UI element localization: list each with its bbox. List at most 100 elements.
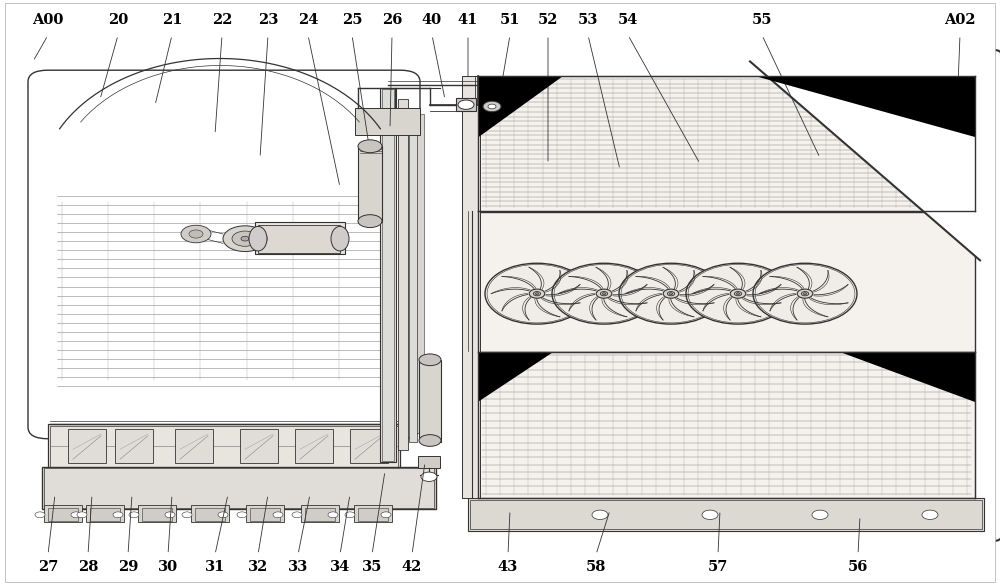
Bar — [255, 222, 345, 254]
Circle shape — [458, 100, 474, 109]
Text: 20: 20 — [108, 13, 128, 27]
Circle shape — [113, 512, 123, 518]
Bar — [48, 508, 78, 521]
Text: 55: 55 — [752, 13, 772, 27]
Circle shape — [535, 292, 539, 295]
Circle shape — [730, 289, 746, 298]
Bar — [250, 508, 280, 521]
Circle shape — [71, 512, 81, 518]
Bar — [478, 76, 975, 211]
Text: 25: 25 — [342, 13, 362, 27]
Circle shape — [328, 512, 338, 518]
Circle shape — [182, 512, 192, 518]
Text: 52: 52 — [538, 13, 558, 27]
Circle shape — [77, 512, 87, 518]
Circle shape — [485, 263, 589, 324]
Bar — [468, 498, 984, 531]
Polygon shape — [478, 76, 563, 137]
Bar — [358, 146, 382, 222]
Bar — [419, 360, 441, 442]
FancyBboxPatch shape — [463, 57, 989, 534]
Bar — [380, 88, 396, 462]
Bar — [90, 508, 120, 521]
Text: 53: 53 — [578, 13, 598, 27]
Ellipse shape — [419, 435, 441, 446]
Ellipse shape — [331, 226, 349, 251]
Circle shape — [596, 289, 612, 298]
Ellipse shape — [419, 354, 441, 366]
Bar — [478, 212, 975, 352]
Bar — [418, 456, 440, 468]
Bar — [138, 505, 176, 522]
Text: 54: 54 — [618, 13, 638, 27]
Ellipse shape — [358, 215, 382, 228]
Circle shape — [533, 291, 541, 296]
Bar — [115, 429, 153, 463]
Bar — [382, 89, 394, 461]
Bar — [42, 467, 436, 509]
Circle shape — [669, 292, 673, 295]
Text: 22: 22 — [212, 13, 232, 27]
Bar — [86, 505, 124, 522]
Bar — [462, 76, 480, 498]
Text: A02: A02 — [944, 13, 976, 27]
Text: 28: 28 — [78, 560, 98, 574]
Bar — [305, 508, 335, 521]
Circle shape — [241, 236, 249, 241]
Text: 34: 34 — [330, 560, 350, 574]
Bar — [50, 426, 398, 467]
Bar — [246, 505, 284, 522]
Circle shape — [702, 510, 718, 519]
Bar — [68, 429, 106, 463]
Polygon shape — [840, 352, 975, 402]
Text: 33: 33 — [288, 560, 308, 574]
Circle shape — [552, 263, 656, 324]
Circle shape — [273, 512, 283, 518]
Circle shape — [223, 226, 267, 252]
Bar — [470, 500, 982, 529]
Circle shape — [736, 292, 740, 295]
Bar — [354, 505, 392, 522]
Text: A00: A00 — [32, 13, 64, 27]
Circle shape — [165, 512, 175, 518]
Circle shape — [686, 263, 790, 324]
Text: 27: 27 — [38, 560, 58, 574]
Text: 24: 24 — [298, 13, 318, 27]
Polygon shape — [755, 76, 975, 137]
Text: 23: 23 — [258, 13, 278, 27]
Circle shape — [218, 512, 228, 518]
Bar — [44, 505, 82, 522]
Circle shape — [483, 101, 501, 112]
Bar — [240, 429, 278, 463]
Circle shape — [803, 292, 807, 295]
Circle shape — [232, 231, 258, 246]
Bar — [195, 508, 225, 521]
Text: 58: 58 — [586, 560, 606, 574]
Text: 43: 43 — [498, 560, 518, 574]
Circle shape — [734, 291, 742, 296]
Bar — [350, 429, 388, 463]
Text: 56: 56 — [848, 560, 868, 574]
Bar — [398, 99, 408, 450]
Circle shape — [35, 512, 45, 518]
Bar — [295, 429, 333, 463]
Circle shape — [488, 104, 496, 109]
Bar — [175, 429, 213, 463]
Circle shape — [529, 289, 545, 298]
Circle shape — [797, 289, 813, 298]
Bar — [417, 114, 424, 433]
Text: 32: 32 — [248, 560, 268, 574]
Text: 26: 26 — [382, 13, 402, 27]
Text: 42: 42 — [402, 560, 422, 574]
Circle shape — [421, 472, 437, 481]
Bar — [478, 352, 975, 498]
Circle shape — [381, 512, 391, 518]
FancyBboxPatch shape — [16, 49, 448, 542]
Text: 41: 41 — [458, 13, 478, 27]
Text: 51: 51 — [500, 13, 520, 27]
FancyBboxPatch shape — [28, 70, 420, 439]
Circle shape — [801, 291, 809, 296]
Circle shape — [812, 510, 828, 519]
Circle shape — [600, 291, 608, 296]
FancyBboxPatch shape — [30, 58, 434, 534]
